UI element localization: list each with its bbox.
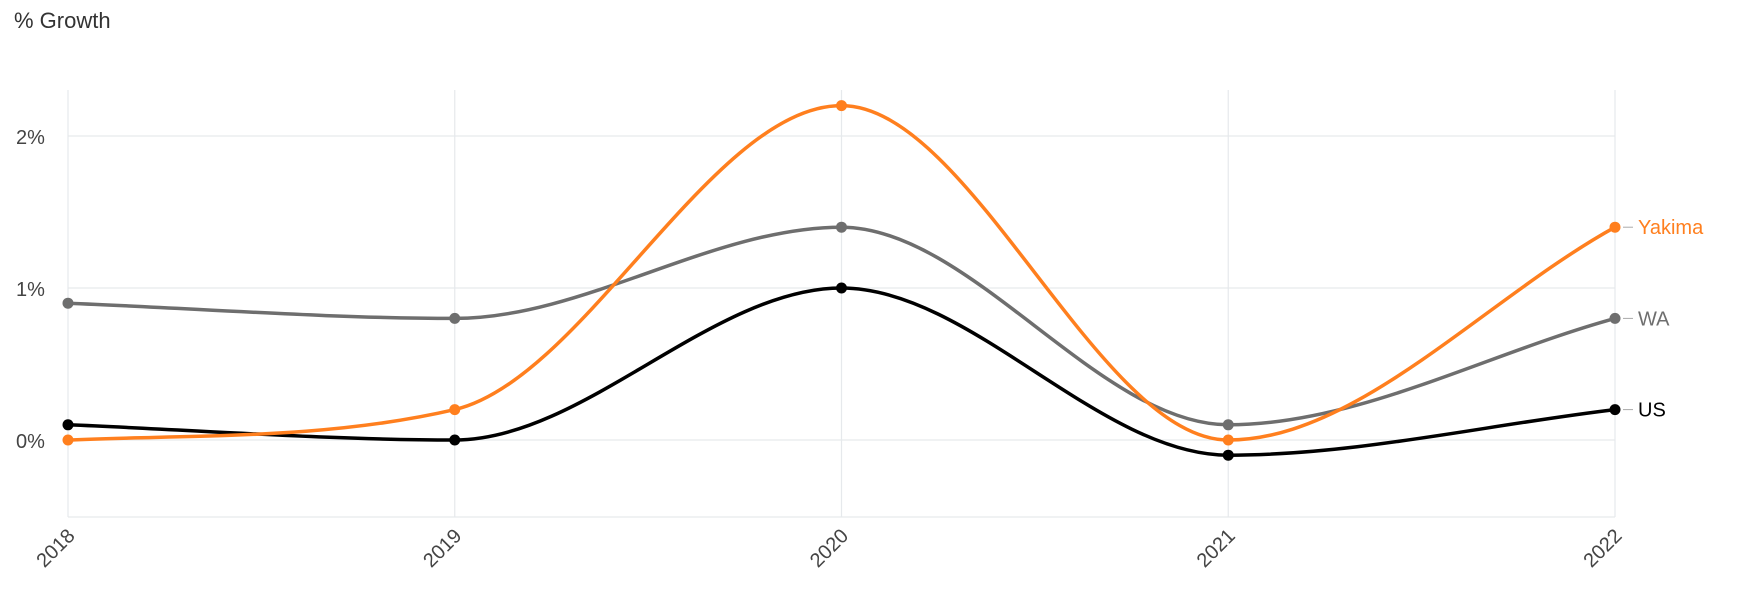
y-tick-label: 1% (16, 279, 45, 301)
data-point-wa (1222, 419, 1234, 431)
y-tick-label: 0% (16, 431, 45, 453)
data-point-us (836, 282, 847, 294)
data-point-yakima (836, 100, 847, 112)
data-point-wa (1609, 312, 1621, 324)
x-tick-labels: 2018 2019 2020 2021 2022 (33, 525, 1627, 572)
series-line-yakima (66, 103, 1617, 442)
grid-lines (67, 90, 1616, 518)
data-point-us (62, 419, 74, 431)
data-point-yakima (449, 404, 461, 416)
series-label-wa: WA (1638, 308, 1670, 330)
series-points (62, 100, 1621, 461)
y-axis-title: % Growth (14, 8, 111, 33)
y-tick-label: 2% (16, 127, 45, 149)
data-point-wa (449, 312, 461, 324)
x-tick-label: 2018 (33, 525, 80, 572)
x-tick-label: 2020 (806, 525, 853, 572)
x-tick-label: 2022 (1580, 525, 1627, 572)
series-line-wa (66, 225, 1617, 427)
data-point-us (449, 434, 461, 446)
x-tick-label: 2021 (1193, 525, 1240, 572)
data-point-yakima (62, 434, 74, 446)
data-point-yakima (1222, 434, 1234, 446)
data-point-wa (836, 221, 847, 233)
series-labels: WA US Yakima (1623, 217, 1704, 422)
data-point-wa (62, 297, 74, 309)
series-label-yakima: Yakima (1638, 217, 1704, 239)
data-point-yakima (1609, 221, 1621, 233)
x-tick-label: 2019 (419, 525, 466, 572)
data-point-us (1222, 449, 1234, 461)
data-point-us (1609, 404, 1621, 416)
series-label-us: US (1638, 400, 1666, 422)
y-tick-labels: 0% 1% 2% (16, 127, 45, 453)
